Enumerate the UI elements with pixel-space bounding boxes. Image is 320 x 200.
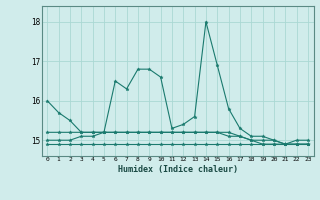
X-axis label: Humidex (Indice chaleur): Humidex (Indice chaleur) — [118, 165, 237, 174]
